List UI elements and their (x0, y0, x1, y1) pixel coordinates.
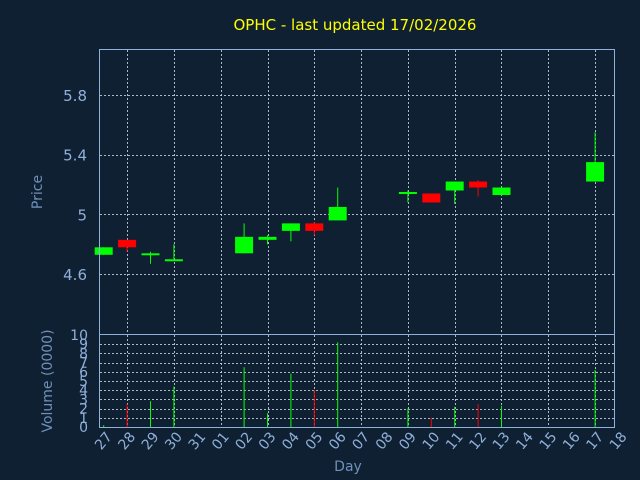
candle-body (445, 181, 464, 191)
volume-tick-label: 10 (70, 328, 88, 344)
candle-body (118, 239, 137, 248)
price-tick-label: 5.4 (63, 147, 87, 165)
candle-body (281, 223, 300, 231)
price-tick-label: 5.8 (63, 87, 87, 105)
chart-title: OPHC - last updated 17/02/2026 (234, 16, 477, 34)
day-tick-label: 14 (513, 429, 537, 453)
volume-panel-frame (99, 334, 615, 428)
day-tick-label: 08 (373, 429, 397, 453)
volume-tick-label: 4 (79, 383, 88, 399)
day-tick-label: 16 (560, 429, 584, 453)
day-tick-label: 18 (607, 429, 631, 453)
day-tick-label: 28 (115, 429, 139, 453)
volume-tick-label: 6 (79, 365, 88, 381)
volume-tick-label: 9 (79, 337, 88, 353)
day-x-ticks: 27 28 29 30 31 01 02 03 04 05 06 07 08 09 10 11 12 13 14 15… (92, 429, 631, 453)
day-tick-label: 02 (232, 429, 256, 453)
candle-body (164, 259, 183, 262)
day-tick-label: 09 (396, 429, 420, 453)
volume-bars (103, 342, 596, 427)
day-tick-label: 03 (256, 429, 280, 453)
day-tick-label: 29 (139, 429, 163, 453)
day-tick-label: 15 (537, 429, 561, 453)
volume-tick-label: 0 (79, 420, 88, 436)
day-tick-label: 07 (349, 429, 373, 453)
day-tick-label: 13 (490, 429, 514, 453)
candle-body (586, 162, 605, 182)
day-axis-label: Day (334, 459, 362, 475)
volume-tick-label: 5 (79, 374, 88, 390)
candle-body (235, 236, 254, 254)
price-panel-frame (99, 49, 615, 335)
volume-tick-label: 7 (79, 356, 88, 372)
volume-grid (100, 335, 614, 427)
day-tick-label: 04 (279, 429, 303, 453)
volume-axis-label: Volume (0000) (40, 329, 56, 432)
volume-tick-label: 3 (79, 392, 88, 408)
day-tick-label: 12 (466, 429, 490, 453)
price-candles (94, 132, 605, 264)
day-tick-label: 17 (583, 429, 607, 453)
volume-tick-label: 1 (79, 411, 88, 427)
price-tick-label: 5 (77, 206, 87, 224)
candle-body (492, 187, 511, 195)
day-tick-label: 11 (443, 429, 467, 453)
price-axis-label: Price (30, 175, 46, 209)
price-tick-label: 4.6 (63, 266, 87, 284)
candle-body (258, 236, 277, 240)
day-tick-label: 05 (303, 429, 327, 453)
candle-body (94, 247, 113, 255)
volume-tick-label: 2 (79, 402, 88, 418)
day-tick-label: 01 (209, 429, 233, 453)
candle-body (422, 193, 441, 203)
price-grid (100, 50, 614, 334)
candle-body (469, 181, 488, 188)
day-tick-label: 10 (420, 429, 444, 453)
candle-body (328, 206, 347, 221)
volume-tick-label: 8 (79, 346, 88, 362)
day-tick-label: 27 (92, 429, 116, 453)
candle-body (141, 253, 160, 256)
price-y-ticks: 4.6 5 5.4 5.8 (63, 87, 87, 284)
candle-body (398, 192, 417, 194)
day-tick-label: 30 (162, 429, 186, 453)
candle-body (305, 223, 324, 231)
day-tick-label: 31 (186, 429, 210, 453)
day-tick-label: 06 (326, 429, 350, 453)
